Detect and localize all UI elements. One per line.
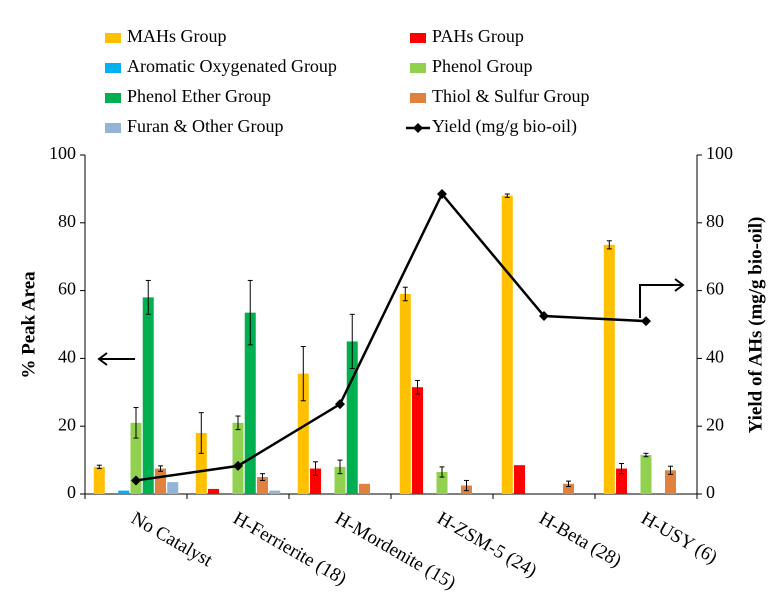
bar: [142, 297, 154, 494]
legend-label: MAHs Group: [127, 26, 227, 46]
x-tick-label: H-USY (6): [637, 508, 720, 568]
y-tick-label: 100: [49, 143, 76, 163]
x-tick-label: H-Ferrierite (18): [229, 508, 350, 590]
yield-marker: [539, 311, 549, 322]
bar: [640, 455, 652, 494]
y2-axis-label: Yield of AHs (mg/g bio-oil): [745, 217, 766, 434]
bar: [501, 195, 513, 494]
y-tick-label: 0: [67, 482, 76, 502]
bar: [358, 483, 370, 494]
error-bar: [349, 313, 355, 370]
bar: [334, 466, 346, 494]
legend-label: Thiol & Sulfur Group: [432, 86, 590, 106]
annotation-arrows: [97, 278, 685, 366]
error-bar: [300, 346, 306, 402]
error-bar: [415, 379, 421, 395]
legend-label: Furan & Other Group: [127, 116, 283, 136]
bar: [154, 468, 166, 494]
bar: [399, 293, 411, 494]
error-bar: [235, 415, 241, 431]
legend-marker: [413, 123, 423, 133]
legend-swatch: [105, 63, 121, 73]
bar: [603, 244, 615, 494]
error-bar: [606, 240, 612, 250]
bar: [436, 471, 448, 494]
error-bar: [565, 480, 571, 488]
yield-marker: [233, 460, 243, 471]
y-tick-label: 40: [58, 347, 76, 367]
y2-tick-label: 20: [706, 414, 724, 434]
y2-tick-label: 0: [706, 482, 715, 502]
legend-label: Phenol Ether Group: [127, 86, 271, 106]
error-bar: [337, 459, 343, 475]
yield-marker: [437, 188, 447, 199]
y2-tick-label: 40: [706, 347, 724, 367]
bar: [244, 312, 256, 494]
y-tick-label: 80: [58, 211, 76, 231]
y2-tick-label: 60: [706, 279, 724, 299]
legend-label: Aromatic Oxygenated Group: [127, 56, 337, 76]
error-bar: [145, 279, 151, 315]
y-tick-label: 20: [58, 414, 76, 434]
yield-marker: [641, 316, 651, 327]
y2-tick-label: 80: [706, 211, 724, 231]
error-bar: [667, 465, 673, 475]
error-bar: [439, 466, 445, 478]
bar: [664, 470, 676, 494]
legend-swatch: [105, 123, 121, 133]
yield-marker: [335, 399, 345, 410]
y2-tick-label: 100: [706, 143, 733, 163]
error-bar: [133, 407, 139, 439]
y-axis-label: % Peak Area: [18, 271, 39, 379]
bar: [93, 466, 105, 494]
error-bar: [96, 464, 102, 470]
legend-label: PAHs Group: [432, 26, 524, 46]
x-tick-label: H-Beta (28): [535, 508, 625, 572]
legend-swatch: [410, 33, 426, 43]
bar: [310, 468, 322, 494]
bar: [256, 477, 268, 494]
error-bar: [402, 286, 408, 302]
bar: [195, 432, 207, 494]
bar: [130, 422, 142, 494]
error-bar: [198, 412, 204, 454]
y-tick-label: 60: [58, 279, 76, 299]
error-bar: [619, 462, 625, 475]
legend-swatch: [410, 63, 426, 73]
error-bar: [247, 279, 253, 346]
error-bar: [643, 452, 649, 458]
error-bar: [259, 473, 265, 481]
legend-swatch: [105, 33, 121, 43]
error-bar: [313, 461, 319, 476]
yield-line: [135, 191, 647, 482]
bar: [616, 468, 628, 494]
bar: [514, 465, 526, 494]
bar: [412, 387, 424, 494]
bar: [297, 373, 309, 494]
bar: [208, 488, 220, 494]
error-bar: [504, 193, 510, 198]
yield-marker: [131, 475, 141, 486]
bar: [269, 490, 281, 494]
error-bar: [157, 465, 163, 472]
legend-swatch: [410, 93, 426, 103]
bar: [232, 422, 244, 494]
bar: [346, 341, 358, 494]
bar: [562, 483, 574, 494]
bar: [167, 482, 179, 494]
legend-label: Phenol Group: [432, 56, 533, 76]
x-tick-label: No Catalyst: [127, 508, 216, 572]
legend-label: Yield (mg/g bio-oil): [432, 116, 577, 137]
error-bar: [463, 479, 469, 492]
bar: [118, 490, 130, 494]
legend-swatch: [105, 93, 121, 103]
